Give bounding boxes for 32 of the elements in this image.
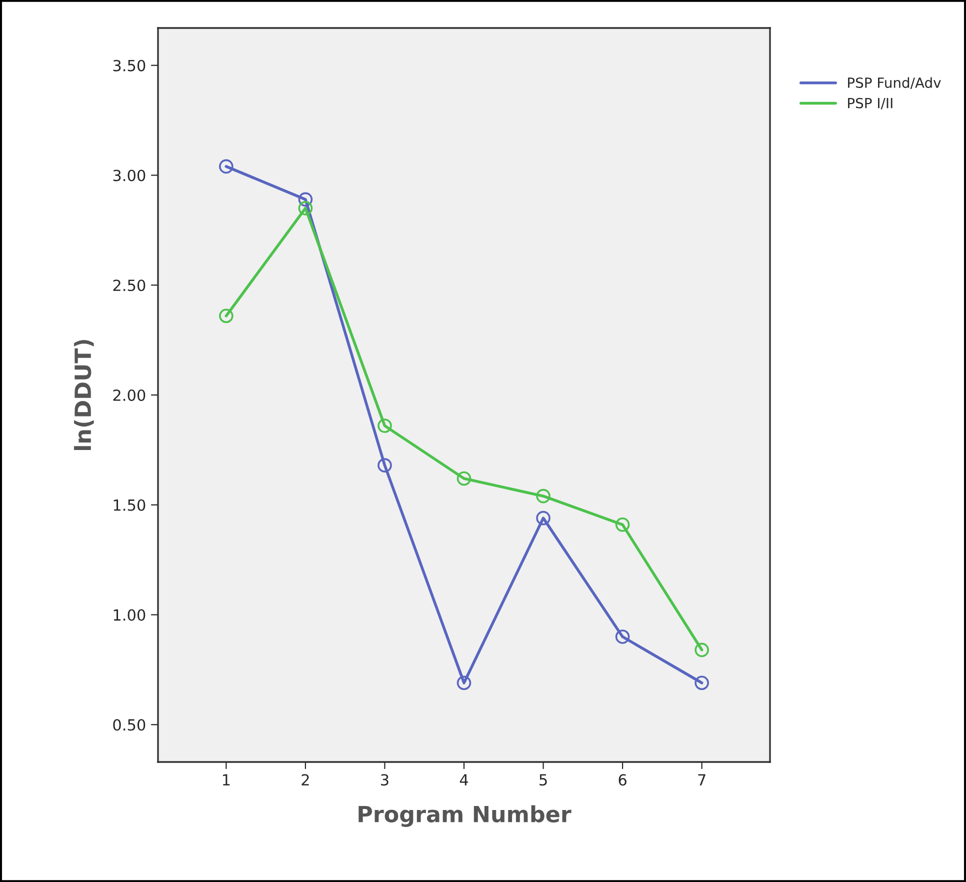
x-tick-label: 7 (698, 774, 706, 786)
x-tick-label: 2 (302, 774, 309, 786)
y-tick-label: 3.50 (113, 60, 146, 72)
point (298, 201, 313, 216)
x-axis-title: Program Number (358, 805, 572, 827)
point (536, 510, 550, 526)
point (219, 159, 234, 174)
point (694, 642, 709, 658)
x-tick-label: 1 (222, 774, 230, 786)
point (615, 518, 630, 532)
y-axis-title: ln(DDUT) (74, 340, 94, 450)
point (298, 192, 313, 207)
legend-label: PSP Fund/Adv (848, 77, 941, 90)
point (694, 676, 709, 690)
y-tick-label: 0.50 (113, 719, 146, 731)
point (378, 418, 392, 433)
y-tick-label: 1.00 (114, 609, 146, 621)
y-tick-label: 1.50 (114, 499, 146, 511)
point (536, 488, 550, 504)
x-tick-label: 4 (460, 774, 468, 786)
point (456, 471, 472, 486)
y-tick-label: 2.50 (113, 280, 146, 292)
point (219, 308, 234, 324)
x-tick-label: 6 (618, 774, 626, 786)
point (378, 458, 392, 472)
point (615, 630, 630, 644)
legend-label: PSP I/II (848, 98, 892, 110)
point (456, 676, 472, 690)
y-tick-label: 2.00 (113, 389, 146, 402)
y-tick-label: 3.00 (113, 170, 146, 182)
x-tick-label: 5 (540, 774, 547, 786)
x-tick-label: 3 (381, 774, 388, 786)
